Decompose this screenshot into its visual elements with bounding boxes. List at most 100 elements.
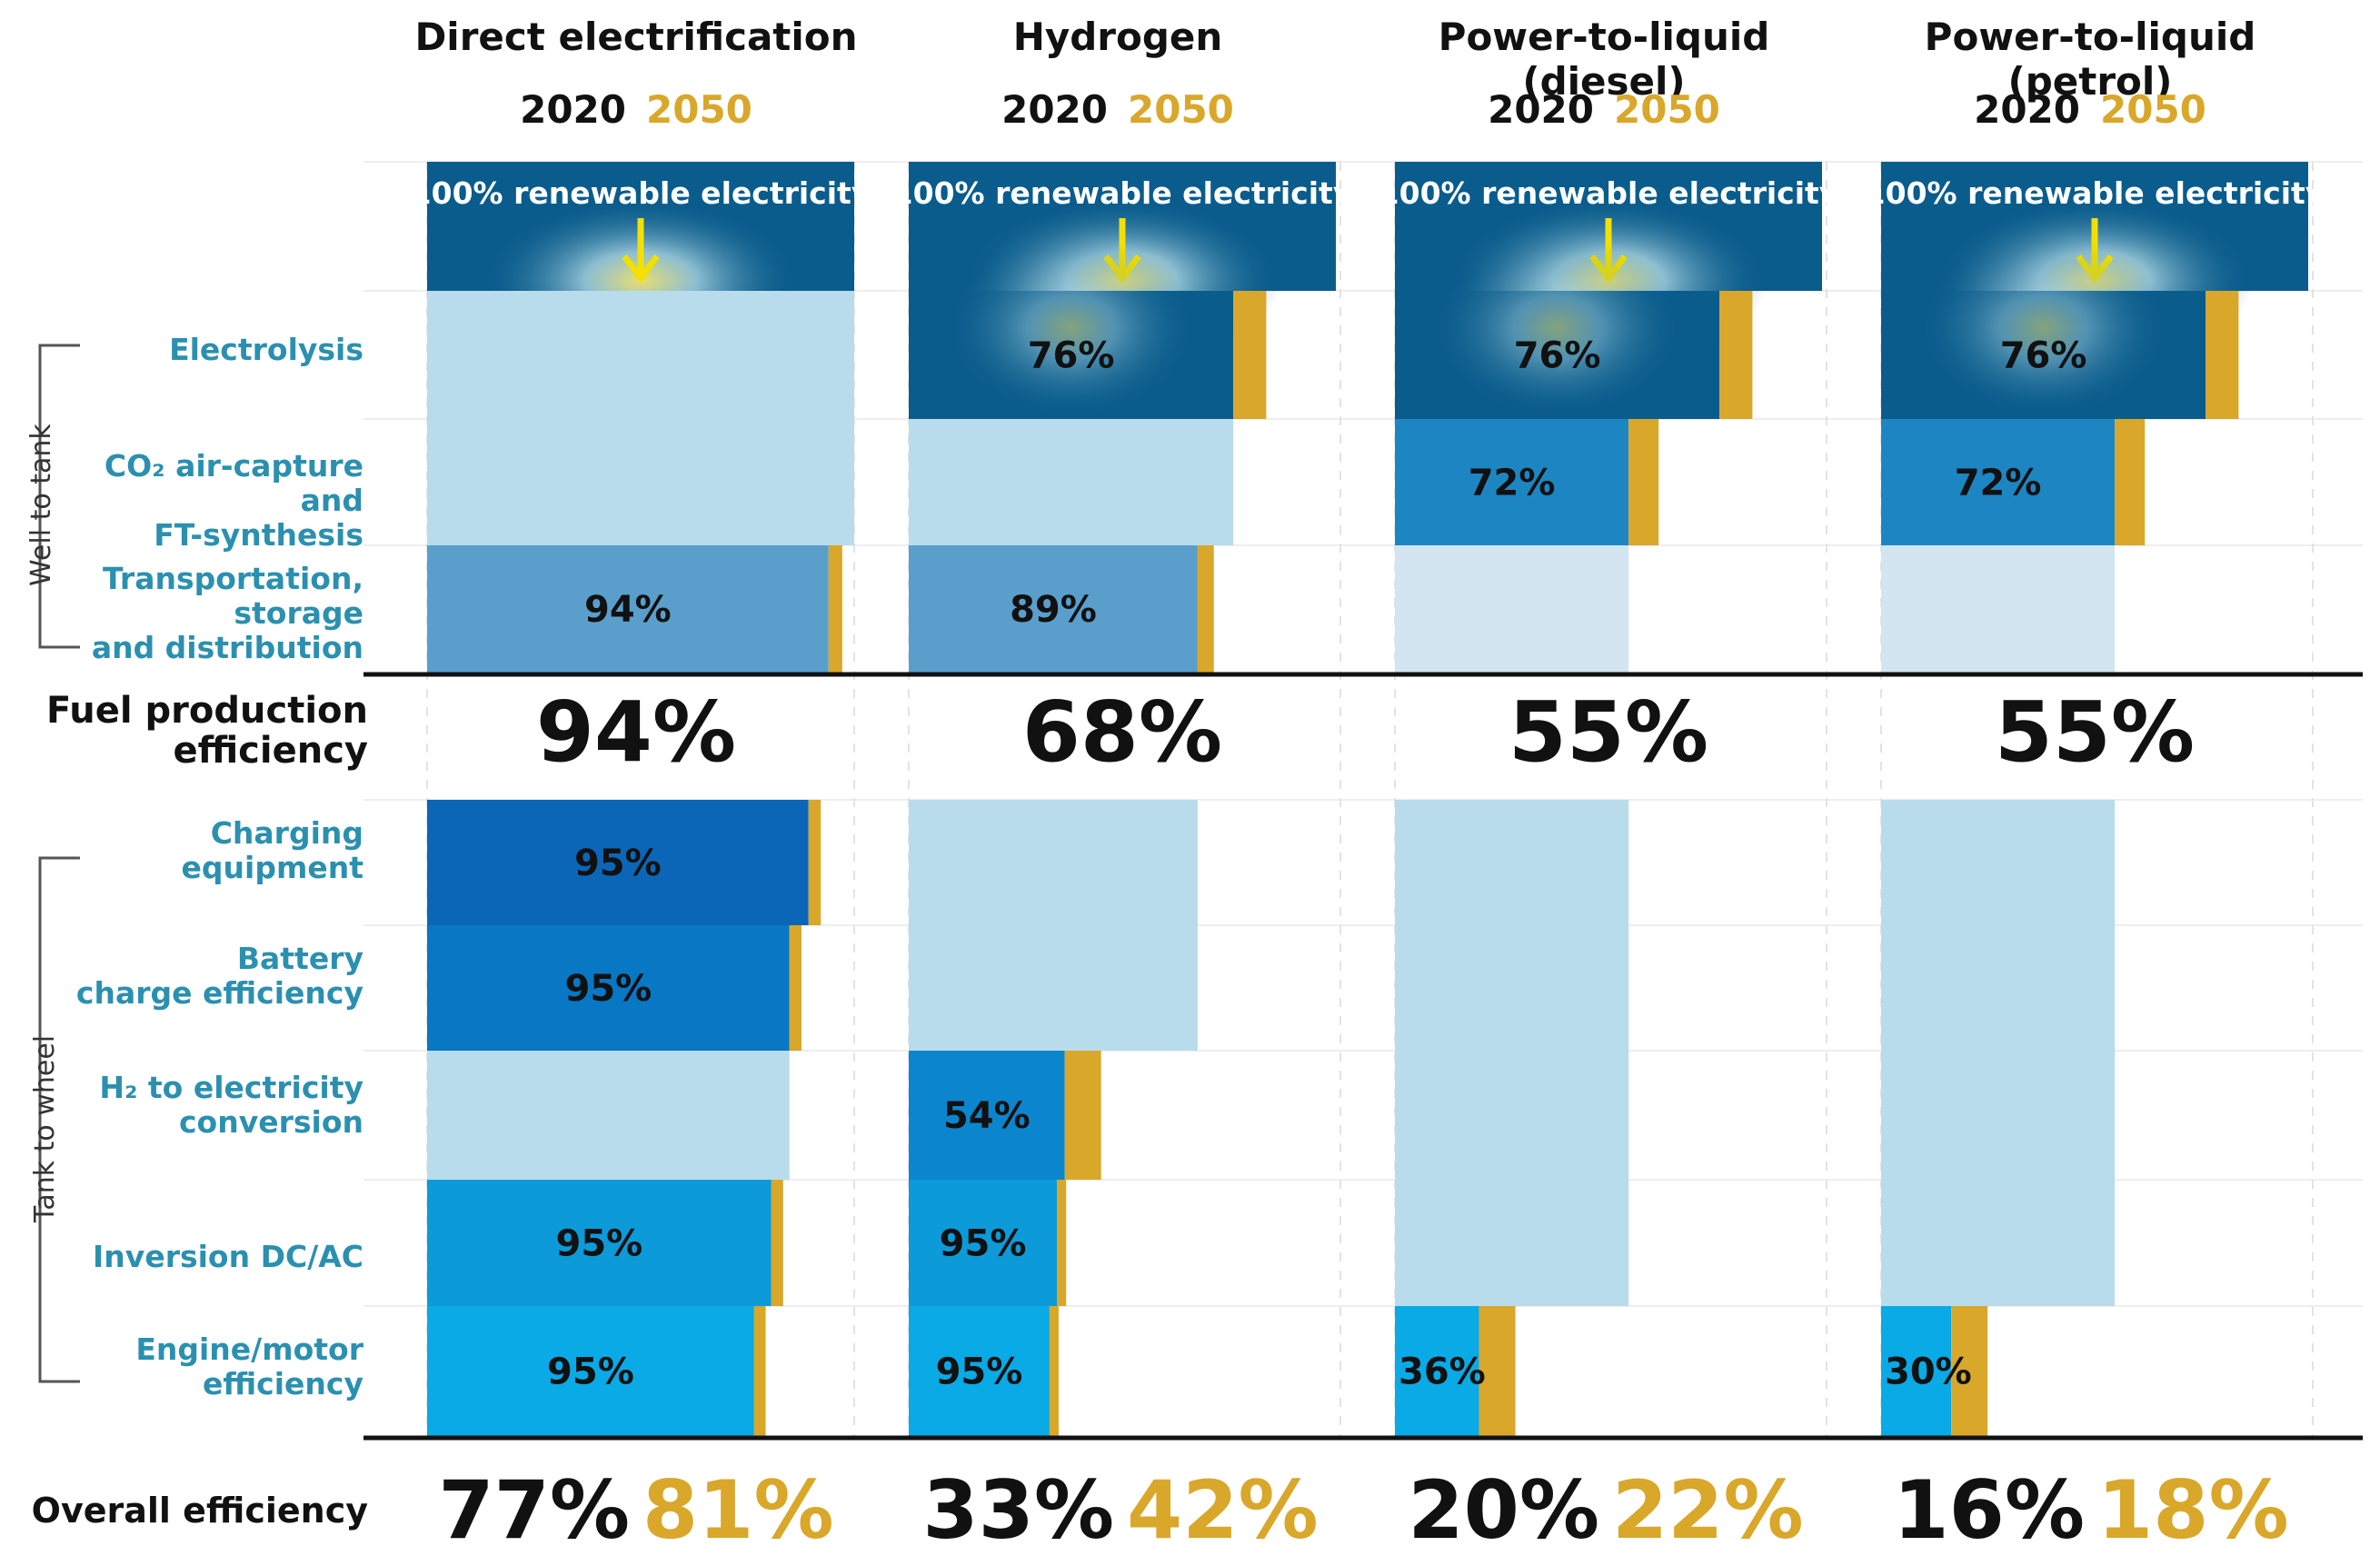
bracket-well-to-tank [38,344,80,649]
bar-step [1395,419,1629,545]
bar-2050-gain [1951,1306,1988,1436]
bar-value-label: 72% [1469,463,1556,504]
bar-glow [945,236,1198,419]
pass-through-bar [1395,545,1629,673]
bar-value-label: 76% [2000,335,2087,377]
bar-step [1881,419,2116,545]
bar-2050-gain [1719,291,1753,419]
row-label-co2-capture: CO₂ air-capture and FT-synthesis [104,448,363,553]
bar-value-label: 95% [547,1352,634,1393]
year-2050: 2050 [1614,87,1720,132]
row-label-transport: Transportation, storage and distribution [91,561,363,665]
years-hydrogen: 2020 2050 [881,87,1354,132]
bar-2050-gain [753,1306,766,1436]
pass-through-bar [1881,1180,2116,1306]
bar-step [909,1051,1065,1180]
year-2050: 2050 [1128,87,1234,132]
overall-2050: 42% [1127,1463,1319,1557]
bar-step [427,925,790,1051]
bar-value-label: 95% [936,1352,1023,1393]
bar-value-label: 30% [1885,1352,1972,1393]
years-ptl-diesel: 2020 2050 [1368,87,1840,132]
bar-value-label: 95% [574,843,662,884]
pass-through-bar [909,925,1198,1051]
year-2020: 2020 [1001,87,1108,132]
bar-2050-gain [1233,291,1267,419]
column-title-direct: Direct electrification [414,15,858,59]
bar-step [909,1306,1050,1436]
bar-value-label: 95% [556,1223,643,1265]
row-label-battery: Battery charge efficiency [75,941,363,1011]
bar-2050-gain [2206,291,2239,419]
bar-value-label: 76% [1028,335,1115,377]
bar-value-label: 72% [1955,463,2042,504]
pass-through-bar [1881,545,2116,673]
overall-2020: 33% [922,1463,1114,1557]
pass-through-bar [1881,925,2116,1051]
bar-value-label: 36% [1399,1352,1486,1393]
overall-2020: 16% [1893,1463,2085,1557]
fuel-production-direct: 94% [535,683,737,781]
overall-ptl-diesel: 20% 22% [1351,1463,1860,1557]
column-title-hydrogen: Hydrogen [1012,15,1223,59]
bar-2050-gain [1049,1306,1059,1436]
pass-through-bar [909,800,1198,925]
row-label-h2-conversion: H₂ to electricity conversion [99,1070,363,1140]
bar-step [427,545,829,673]
years-direct: 2020 2050 [400,87,872,132]
overall-ptl-petrol: 16% 18% [1837,1463,2345,1557]
overall-2050: 22% [1612,1463,1804,1557]
year-2050: 2050 [2100,87,2206,132]
pass-through-bar [1881,800,2116,925]
pass-through-bar [1395,800,1629,925]
row-label-inversion: Inversion DC/AC [93,1239,363,1274]
bar-2050-gain [1064,1051,1101,1180]
fuel-production-ptl-diesel: 55% [1508,683,1709,781]
source-electricity-label: 100% renewable electricity [411,175,871,211]
years-ptl-petrol: 2020 2050 [1854,87,2326,132]
overall-direct: 77% 81% [382,1463,891,1557]
bar-2050-gain [1479,1306,1516,1436]
pass-through-bar [909,419,1234,545]
fuel-production-ptl-petrol: 55% [1994,683,2196,781]
fuel-production-label: Fuel production efficiency [45,690,368,772]
pass-through-bar [427,1051,790,1180]
row-label-electrolysis: Electrolysis [169,332,363,367]
year-2020: 2020 [1974,87,2080,132]
bar-glow [1431,236,1684,419]
pass-through-bar [427,419,854,545]
down-arrow-icon [622,254,660,284]
bar-step [1881,1306,1952,1436]
bar-value-label: 95% [940,1223,1027,1265]
year-2020: 2020 [520,87,626,132]
source-electricity-label: 100% renewable electricity [1379,175,1839,211]
overall-efficiency-label: Overall efficiency [31,1491,368,1531]
bar-value-label: 54% [943,1095,1031,1137]
column-title-ptl-petrol: Power-to-liquid (petrol) [1924,15,2256,104]
source-electricity-label: 100% renewable electricity [892,175,1353,211]
year-2020: 2020 [1488,87,1594,132]
section-tank-to-wheel: Tank to wheel [29,1034,61,1222]
bar-value-label: 89% [1010,589,1097,631]
bar-2050-gain [789,925,802,1051]
overall-2050: 81% [642,1463,834,1557]
bar-2050-gain [1628,419,1659,545]
row-label-engine: Engine/motor efficiency [135,1332,363,1401]
bar-step [909,545,1198,673]
section-well-to-tank: Well to tank [25,424,57,586]
bar-2050-gain [1197,545,1214,673]
year-2050: 2050 [646,87,752,132]
bar-value-label: 76% [1514,335,1601,377]
bar-glow [1917,236,2170,419]
bar-step [1395,1306,1479,1436]
bar-step [909,1180,1058,1306]
overall-2020: 77% [438,1463,630,1557]
column-title-ptl-diesel: Power-to-liquid (diesel) [1438,15,1770,104]
source-electricity-label: 100% renewable electricity [1865,175,2325,211]
bar-2050-gain [771,1180,783,1306]
bar-step [427,1306,754,1436]
overall-2050: 18% [2097,1463,2289,1557]
row-label-charging: Charging equipment [181,815,363,885]
